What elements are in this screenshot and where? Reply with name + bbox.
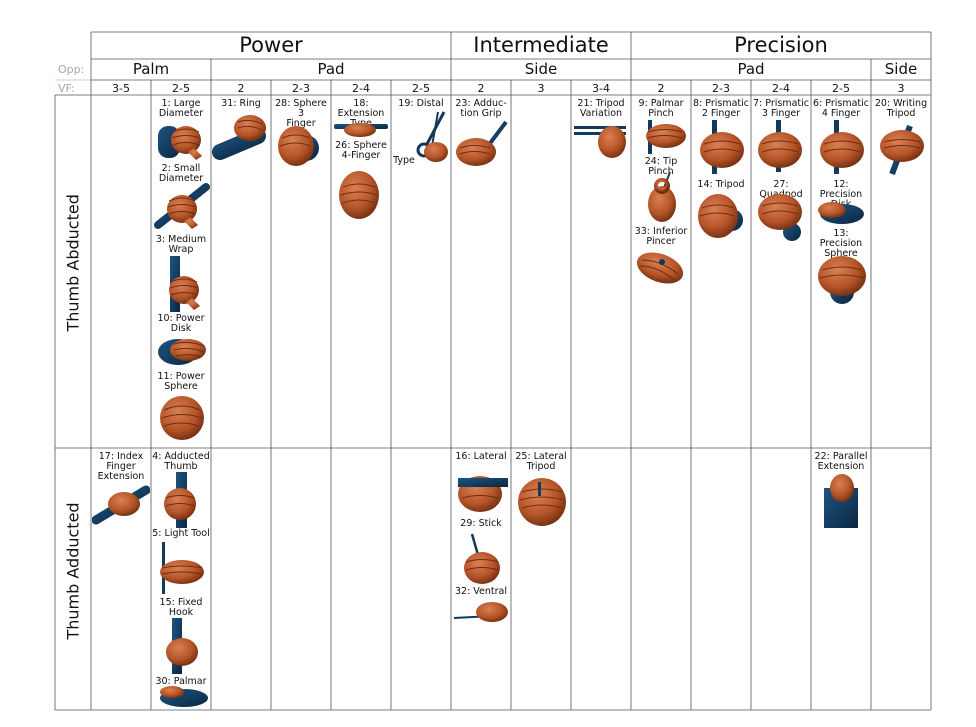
vf-cell: 2 — [237, 82, 245, 95]
vf-cell: 2-3 — [292, 82, 310, 95]
grasp-label: 13: Precision Sphere — [819, 228, 863, 259]
grasp-label: 26: Sphere 4-Finger — [335, 140, 387, 161]
grasp-inferior-pincer-icon — [636, 252, 684, 284]
grasp-label: 6: Prismatic 4 Finger — [813, 98, 869, 119]
vf-cell: 3-5 — [112, 82, 130, 95]
grasp-label: 11: Power Sphere — [157, 371, 205, 392]
grasp-label: 5: Light Tool — [152, 528, 210, 539]
grasp-label: 30: Palmar — [155, 676, 207, 687]
grasp-label: 14: Tripod — [697, 179, 745, 190]
grasp-distal-type-icon — [416, 111, 448, 162]
grasp-large-diameter-icon — [158, 125, 203, 161]
grasp-extension-type-icon — [334, 123, 388, 137]
grasp-power-disk-icon — [158, 339, 206, 365]
grasp-label: 29: Stick — [460, 518, 502, 529]
grasp-light-tool-icon — [160, 542, 204, 594]
opp-palm: Palm — [132, 60, 170, 78]
grasp-fixed-hook-icon — [166, 618, 198, 674]
grasp-tripod-icon — [698, 194, 743, 238]
grasp-prismatic-3-finger-icon — [758, 120, 802, 172]
grasp-parallel-extension-icon — [824, 474, 858, 528]
grasp-label: 17: Index Finger Extension — [97, 451, 145, 482]
grasp-prismatic-2-finger-icon — [700, 120, 744, 174]
grasp-stick-icon — [464, 533, 500, 584]
grasp-label: 19: Distal — [398, 98, 444, 109]
vf-cell: 2-3 — [712, 82, 730, 95]
grasp-tip-pinch-icon — [648, 171, 676, 222]
grasp-label: 28: Sphere 3 Finger — [275, 98, 327, 129]
grasp-label: 1: Large Diameter — [158, 98, 204, 119]
grasp-label: 7: Prismatic 3 Finger — [753, 98, 809, 119]
grasp-label: 8: Prismatic 2 Finger — [693, 98, 749, 119]
grasp-tripod-variation-icon — [574, 126, 626, 158]
grasp-label: 20: Writing Tripod — [874, 98, 928, 119]
grasp-label: 15: Fixed Hook — [159, 597, 203, 618]
vf-cell: 2 — [477, 82, 485, 95]
grasp-label: 25: Lateral Tripod — [515, 451, 567, 472]
grasp-adducted-thumb-icon — [164, 472, 196, 528]
vf-cell: 3 — [897, 82, 905, 95]
opp-label: Opp: — [58, 63, 85, 76]
grasp-label: 9: Palmar Pinch — [638, 98, 684, 119]
grasp-power-sphere-icon — [160, 396, 204, 440]
grasp-ring-icon — [212, 115, 266, 160]
grasp-label: Type — [393, 155, 415, 166]
grasp-label: 2: Small Diameter — [158, 163, 204, 184]
grasp-medium-wrap-icon — [168, 256, 201, 312]
grasp-lateral-tripod-icon — [518, 478, 566, 526]
vf-cell: 2-4 — [772, 82, 790, 95]
grasp-precision-sphere-icon — [818, 256, 866, 304]
opp-pad-power: Pad — [317, 60, 345, 78]
vf-cell: 2 — [657, 82, 665, 95]
group-intermediate: Intermediate — [473, 33, 609, 57]
opp-side-precision: Side — [884, 60, 918, 78]
grasp-label: 16: Lateral — [455, 451, 507, 462]
grasp-ventral-icon — [453, 602, 508, 622]
grasp-palmar-pinch-icon — [646, 120, 686, 154]
grasp-label: 23: Adduc- tion Grip — [455, 98, 507, 119]
grasp-prismatic-4-finger-icon — [820, 120, 864, 174]
vf-cell: 2-5 — [172, 82, 190, 95]
row-label-thumb-adducted: Thumb Adducted — [63, 502, 83, 640]
grasp-label: 32: Ventral — [454, 586, 508, 597]
group-power: Power — [239, 33, 303, 57]
grasp-palmar-icon — [160, 686, 208, 707]
grasp-label: 31: Ring — [221, 98, 261, 109]
grasp-quadpod-icon — [758, 194, 802, 241]
grasp-sphere-4-finger-icon — [339, 171, 379, 219]
vf-cell: 2-4 — [352, 82, 370, 95]
grasp-writing-tripod-icon — [880, 124, 924, 176]
grasp-label: 3: Medium Wrap — [155, 234, 207, 255]
row-label-thumb-abducted: Thumb Abducted — [63, 194, 83, 332]
grasp-label: 10: Power Disk — [157, 313, 205, 334]
grasp-label: 24: Tip Pinch — [644, 156, 678, 177]
vf-cell: 3 — [537, 82, 545, 95]
grasp-index-finger-extension-icon — [92, 485, 150, 525]
grasp-sphere-3-finger-icon — [278, 126, 319, 166]
grasp-lateral-icon — [458, 476, 508, 512]
grasp-label: 22: Parallel Extension — [814, 451, 868, 472]
vf-cell: 3-4 — [592, 82, 610, 95]
vf-cell: 2-5 — [412, 82, 430, 95]
group-precision: Precision — [734, 33, 828, 57]
vf-cell: 2-5 — [832, 82, 850, 95]
grasp-label: 33: Inferior Pincer — [634, 226, 688, 247]
grasp-label: 4: Adducted Thumb — [152, 451, 210, 472]
grasp-small-diameter-icon — [154, 183, 210, 230]
vf-label: VF: — [58, 82, 75, 95]
grasp-precision-disk-icon — [818, 202, 864, 224]
grasp-label: 21: Tripod Variation — [577, 98, 625, 119]
grasp-adduction-grip-icon — [456, 120, 508, 166]
opp-pad-precision: Pad — [737, 60, 765, 78]
opp-side-intermediate: Side — [524, 60, 558, 78]
